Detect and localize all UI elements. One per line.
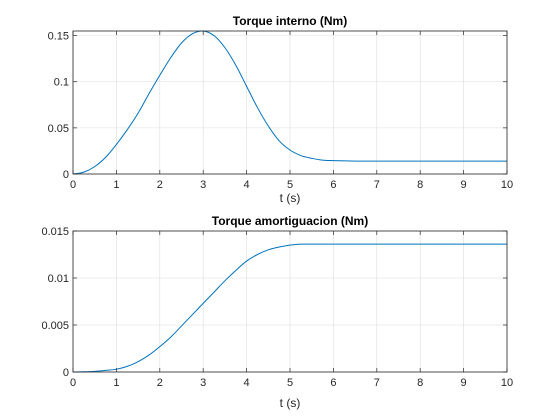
y-tick-label: 0.01 (48, 273, 69, 285)
x-tick-label: 5 (287, 179, 293, 191)
x-tick-label: 4 (244, 377, 250, 389)
y-tick-label: 0 (63, 367, 69, 379)
y-tick-label: 0.1 (54, 77, 69, 89)
x-tick-label: 3 (200, 377, 206, 389)
series-line (72, 30, 507, 175)
y-tick-label: 0.15 (48, 31, 69, 43)
x-tick-label: 8 (417, 179, 423, 191)
x-tick-label: 8 (417, 377, 423, 389)
ticks: 0 1 2 3 4 5 6 7 8 9 10 0 0.05 0.1 0.15 (48, 31, 514, 191)
y-tick-label: 0.015 (41, 226, 69, 238)
x-tick-label: 10 (501, 179, 513, 191)
x-axis-label: t (s) (280, 191, 301, 205)
chart-title: Torque interno (Nm) (233, 14, 347, 28)
y-tick-label: 0 (63, 169, 69, 181)
x-tick-label: 4 (244, 179, 250, 191)
x-tick-label: 0 (70, 179, 76, 191)
x-tick-label: 9 (461, 377, 467, 389)
x-tick-label: 7 (374, 377, 380, 389)
x-tick-label: 1 (113, 179, 119, 191)
x-axis-label: t (s) (280, 396, 301, 410)
subplot-torque-interno: 0 1 2 3 4 5 6 7 8 9 10 0 0.05 0.1 0.15 Torque interno … (48, 14, 514, 205)
x-tick-label: 9 (461, 179, 467, 191)
x-tick-label: 2 (157, 377, 163, 389)
x-tick-label: 2 (157, 179, 163, 191)
x-tick-label: 3 (200, 179, 206, 191)
y-tick-label: 0.05 (48, 123, 69, 135)
x-tick-label: 6 (330, 179, 336, 191)
chart-title: Torque amortiguacion (Nm) (212, 214, 368, 228)
ticks: 0 1 2 3 4 5 6 7 8 9 10 0 0.005 0.01 0.015 (41, 226, 513, 389)
x-tick-label: 7 (374, 179, 380, 191)
x-tick-label: 10 (501, 377, 513, 389)
subplot-torque-amortiguacion: 0 1 2 3 4 5 6 7 8 9 10 0 0.005 0.01 0.015 Torque amort… (41, 214, 513, 410)
x-tick-label: 6 (330, 377, 336, 389)
series-line (72, 243, 507, 373)
x-tick-label: 5 (287, 377, 293, 389)
x-tick-label: 0 (70, 377, 76, 389)
y-tick-label: 0.005 (41, 320, 69, 332)
x-tick-label: 1 (113, 377, 119, 389)
